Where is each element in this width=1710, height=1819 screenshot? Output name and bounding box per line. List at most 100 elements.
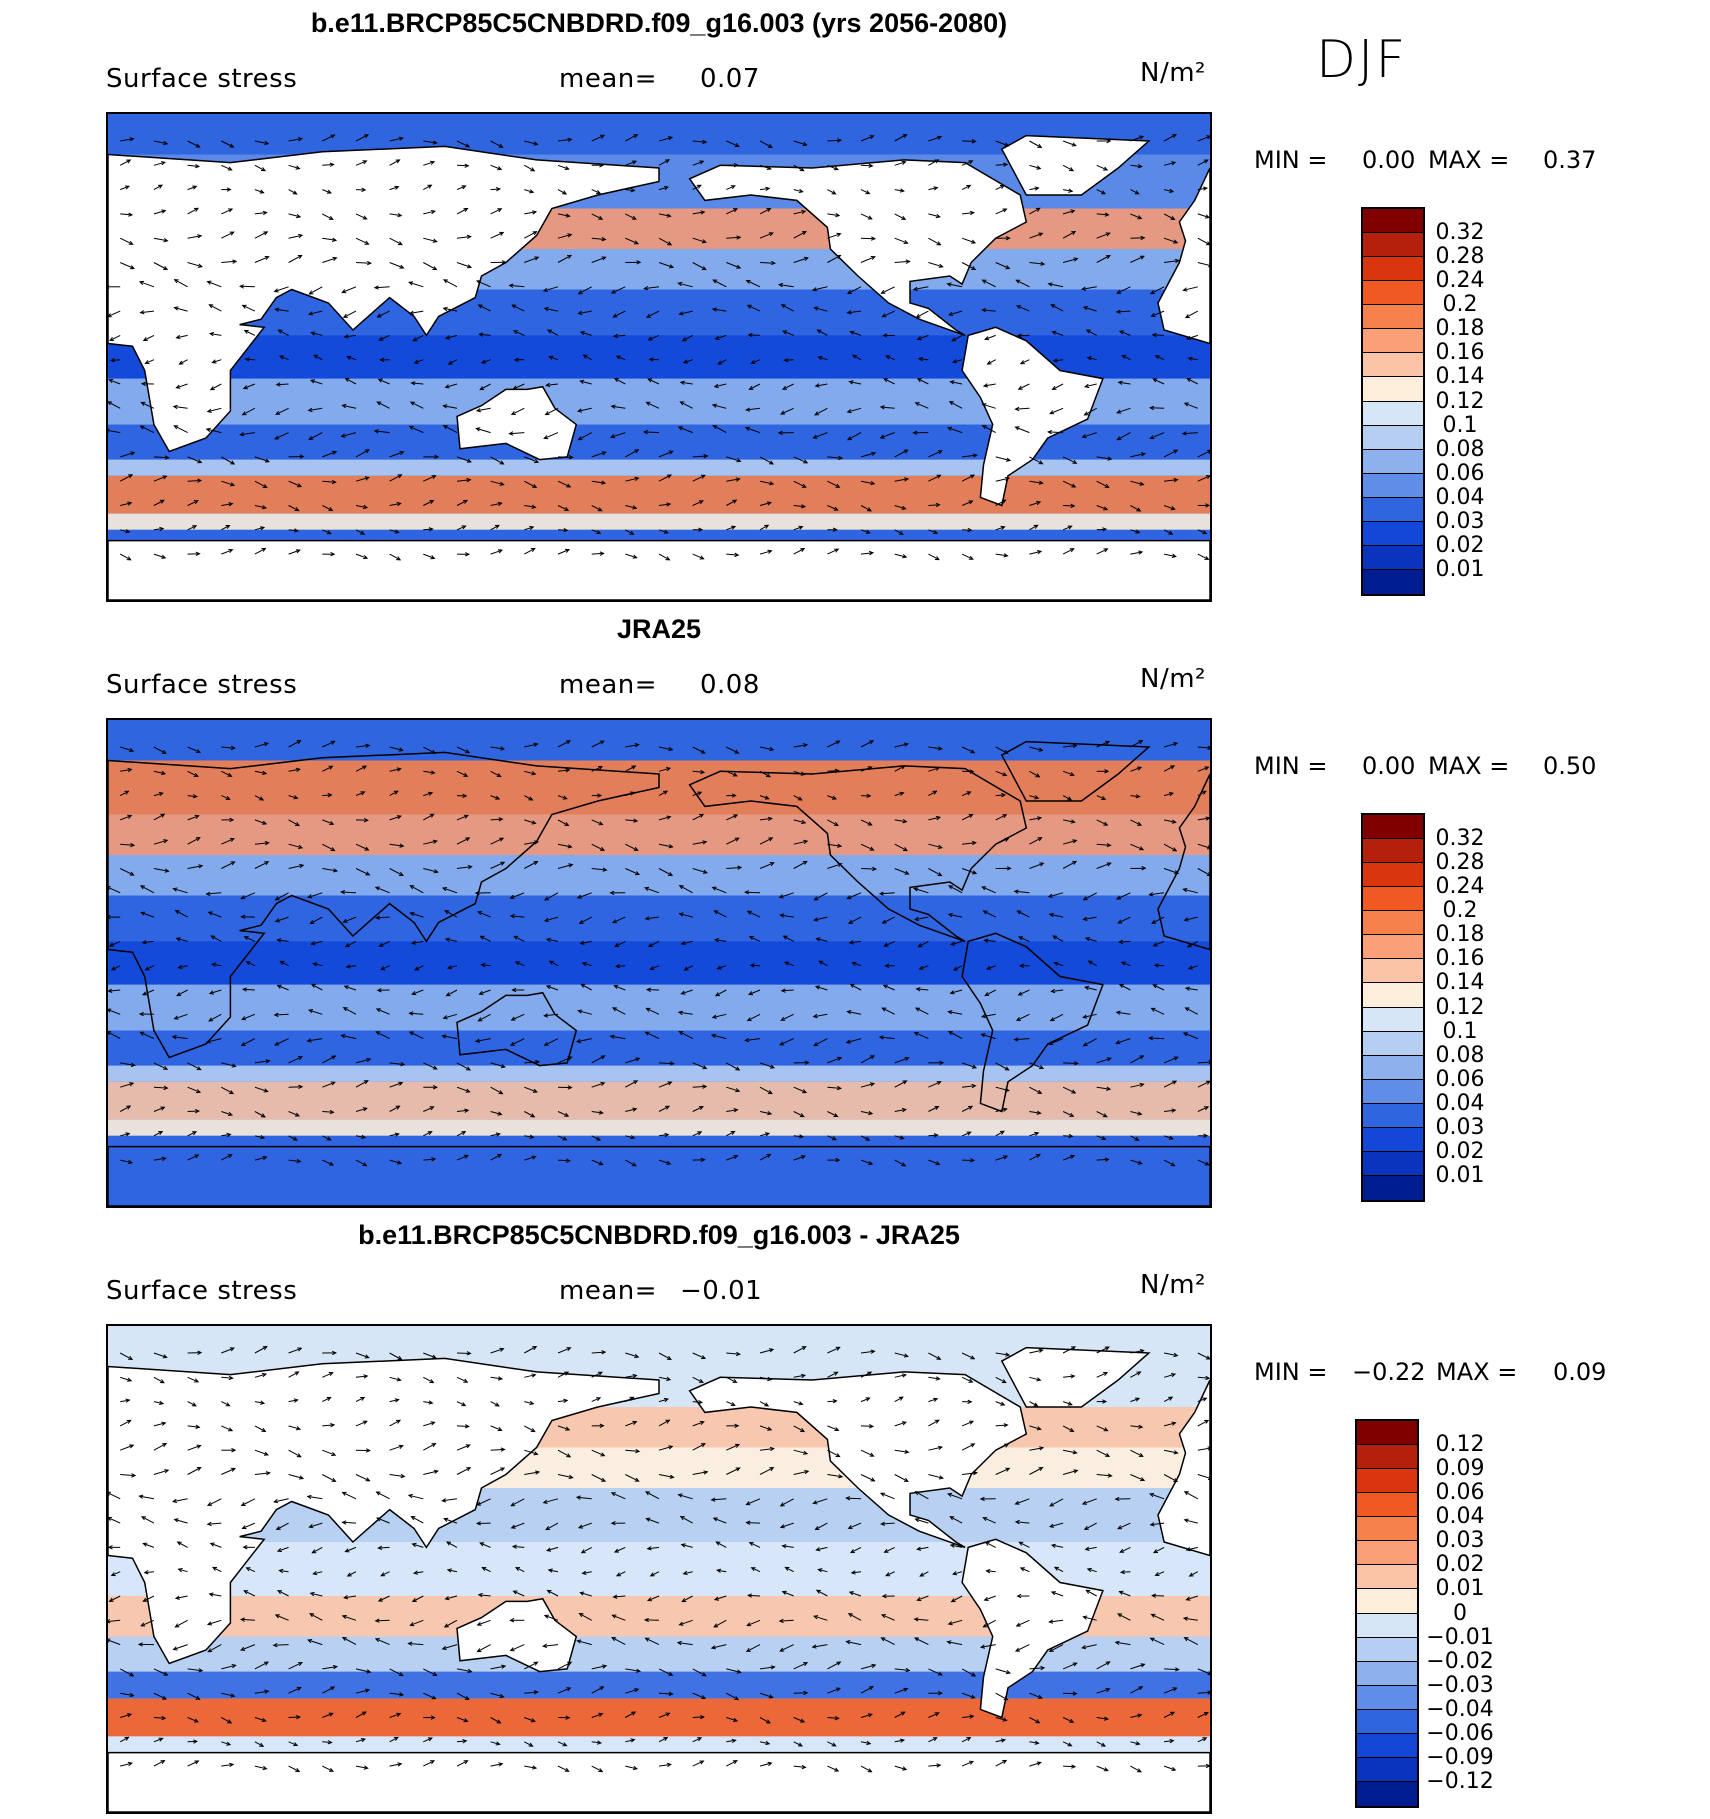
max-value: 0.37 (1543, 146, 1597, 174)
max-value: 0.50 (1543, 752, 1597, 780)
max-label: MAX = (1428, 146, 1510, 174)
season-label: DJF (1316, 30, 1408, 90)
colorbar-segment (1357, 1637, 1417, 1662)
colorbar-tick-label: 0.18 (1435, 316, 1485, 342)
colorbar-segment (1363, 863, 1423, 888)
colorbar-tick-label: 0.06 (1435, 1480, 1485, 1506)
colorbar (1361, 813, 1425, 1202)
colorbar-segment (1363, 305, 1423, 330)
mean-label: mean= (559, 64, 658, 94)
colorbar-tick-label: 0.14 (1435, 364, 1485, 390)
colorbar-segment (1363, 1175, 1423, 1200)
units-label: N/m² (1140, 58, 1206, 88)
colorbar-segment (1363, 329, 1423, 354)
min-value: 0.00 (1362, 752, 1416, 780)
colorbar-tick-label: 0.18 (1435, 922, 1485, 948)
colorbar-segment (1357, 1445, 1417, 1470)
mean-value: 0.08 (700, 670, 760, 700)
colorbar-segment (1363, 401, 1423, 426)
colorbar-tick-label: 0.16 (1435, 946, 1485, 972)
colorbar-tick-label: 0.04 (1435, 1090, 1485, 1116)
world-map (108, 720, 1210, 1206)
colorbar-segment (1357, 1469, 1417, 1494)
colorbar-segment (1357, 1709, 1417, 1734)
colorbar-tick-label: 0.1 (1442, 1018, 1478, 1044)
colorbar-tick-label: 0.1 (1442, 412, 1478, 438)
colorbar-segment (1363, 497, 1423, 522)
panel-title: b.e11.BRCP85C5CNBDRD.f09_g16.003 (yrs 20… (310, 8, 1008, 38)
colorbar-tick-label: 0.01 (1435, 556, 1485, 582)
variable-label: Surface stress (106, 64, 298, 94)
colorbar-segment (1363, 1127, 1423, 1152)
colorbar-segment (1363, 1031, 1423, 1056)
colorbar-tick-label: 0.02 (1435, 1138, 1485, 1164)
min-label: MIN = (1254, 752, 1328, 780)
colorbar-tick-label: 0.24 (1435, 268, 1485, 294)
colorbar-tick-label: 0.28 (1435, 244, 1485, 270)
colorbar-tick-label: 0.01 (1435, 1576, 1485, 1602)
colorbar-segment (1357, 1421, 1417, 1446)
colorbar-segment (1357, 1493, 1417, 1518)
colorbar-tick-label: 0.12 (1435, 388, 1485, 414)
colorbar (1361, 207, 1425, 596)
colorbar-tick-label: −0.03 (1426, 1672, 1494, 1698)
colorbar-segment (1357, 1613, 1417, 1638)
mean-value: 0.07 (700, 64, 760, 94)
colorbar-tick-label: 0 (1453, 1600, 1467, 1626)
colorbar-tick-label: 0.12 (1435, 1432, 1485, 1458)
colorbar-segment (1357, 1685, 1417, 1710)
colorbar-segment (1357, 1589, 1417, 1614)
colorbar-segment (1363, 233, 1423, 258)
colorbar-tick-label: 0.09 (1435, 1456, 1485, 1482)
colorbar-segment (1363, 1007, 1423, 1032)
world-map (108, 114, 1210, 600)
colorbar-segment (1357, 1733, 1417, 1758)
variable-label: Surface stress (106, 670, 298, 700)
colorbar-tick-label: 0.04 (1435, 1504, 1485, 1530)
colorbar-segment (1363, 1055, 1423, 1080)
colorbar-tick-label: 0.08 (1435, 436, 1485, 462)
colorbar-segment (1363, 983, 1423, 1008)
colorbar-tick-label: 0.28 (1435, 850, 1485, 876)
units-label: N/m² (1140, 664, 1206, 694)
colorbar-segment (1363, 839, 1423, 864)
map-plot (106, 1324, 1212, 1814)
colorbar-tick-label: −0.06 (1426, 1720, 1494, 1746)
colorbar-segment (1363, 449, 1423, 474)
colorbar-tick-label: 0.02 (1435, 532, 1485, 558)
colorbar-segment (1363, 815, 1423, 840)
colorbar-segment (1363, 887, 1423, 912)
colorbar-tick-label: 0.06 (1435, 460, 1485, 486)
colorbar-segment (1357, 1757, 1417, 1782)
panel-title: JRA25 (616, 614, 702, 644)
colorbar (1355, 1419, 1419, 1808)
colorbar-segment (1363, 935, 1423, 960)
map-plot (106, 718, 1212, 1208)
variable-label: Surface stress (106, 1276, 298, 1306)
map-plot (106, 112, 1212, 602)
colorbar-tick-label: 0.08 (1435, 1042, 1485, 1068)
colorbar-tick-label: 0.02 (1435, 1552, 1485, 1578)
min-value: −0.22 (1352, 1358, 1426, 1386)
colorbar-tick-label: 0.03 (1435, 1528, 1485, 1554)
colorbar-segment (1363, 1079, 1423, 1104)
colorbar-segment (1363, 353, 1423, 378)
colorbar-tick-label: 0.2 (1442, 292, 1478, 318)
colorbar-segment (1357, 1781, 1417, 1806)
colorbar-segment (1363, 209, 1423, 234)
max-value: 0.09 (1553, 1358, 1607, 1386)
colorbar-tick-label: −0.01 (1426, 1624, 1494, 1650)
colorbar-segment (1363, 425, 1423, 450)
units-label: N/m² (1140, 1270, 1206, 1300)
colorbar-segment (1363, 377, 1423, 402)
colorbar-segment (1363, 521, 1423, 546)
colorbar-segment (1357, 1517, 1417, 1542)
min-label: MIN = (1254, 146, 1328, 174)
colorbar-tick-label: 0.32 (1435, 826, 1485, 852)
colorbar-segment (1363, 257, 1423, 282)
colorbar-tick-label: −0.12 (1426, 1768, 1494, 1794)
panel-model: b.e11.BRCP85C5CNBDRD.f09_g16.003 (yrs 20… (0, 0, 1710, 606)
colorbar-tick-label: 0.03 (1435, 508, 1485, 534)
mean-label: mean= (559, 670, 658, 700)
colorbar-segment (1363, 281, 1423, 306)
